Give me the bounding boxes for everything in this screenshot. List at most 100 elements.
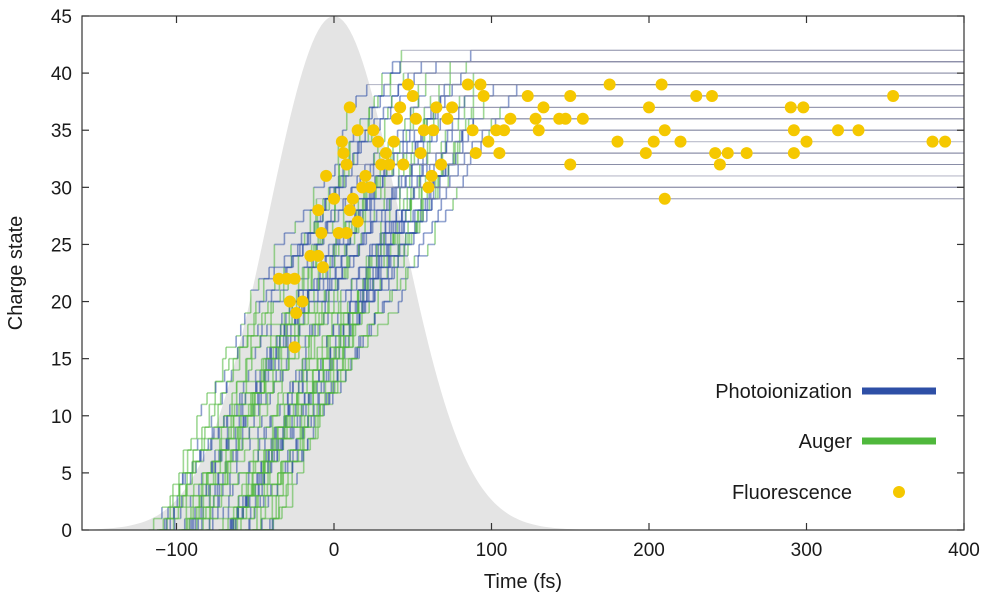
fluorescence-point	[713, 158, 726, 171]
fluorescence-point	[787, 147, 800, 160]
fluorescence-point	[288, 341, 301, 354]
fluorescence-point	[379, 147, 392, 160]
y-tick-label: 15	[51, 350, 72, 371]
fluorescence-point	[387, 135, 400, 148]
fluorescence-point	[939, 135, 952, 148]
y-tick-label: 30	[51, 178, 72, 199]
fluorescence-point	[603, 78, 616, 91]
fluorescence-point	[532, 124, 545, 137]
y-axis-label: Charge state	[5, 216, 27, 331]
fluorescence-points	[272, 78, 952, 354]
fluorescence-point	[740, 147, 753, 160]
fluorescence-point	[504, 112, 517, 125]
fluorescence-point	[422, 181, 435, 194]
fluorescence-point	[316, 261, 329, 274]
fluorescence-point	[852, 124, 865, 137]
fluorescence-point	[639, 147, 652, 160]
fluorescence-point	[351, 215, 364, 228]
fluorescence-point	[498, 124, 511, 137]
fluorescence-point	[474, 78, 487, 91]
fluorescence-point	[690, 89, 703, 102]
y-tick-label: 5	[61, 464, 72, 485]
fluorescence-point	[832, 124, 844, 137]
fluorescence-point	[709, 147, 722, 160]
fluorescence-point	[372, 135, 385, 148]
fluorescence-point	[409, 112, 422, 125]
y-tick-label: 40	[51, 64, 72, 85]
fluorescence-point	[397, 158, 410, 171]
x-tick-label: 400	[948, 540, 980, 561]
legend-entry: Auger	[799, 431, 936, 453]
fluorescence-point	[446, 101, 459, 114]
fluorescence-point	[312, 249, 325, 262]
fluorescence-point	[315, 227, 328, 240]
fluorescence-point	[340, 158, 353, 171]
fluorescence-point	[290, 306, 303, 319]
fluorescence-point	[351, 124, 364, 137]
y-tick-label: 0	[61, 521, 72, 542]
fluorescence-point	[466, 124, 479, 137]
fluorescence-point	[394, 101, 407, 114]
fluorescence-point	[343, 204, 356, 217]
fluorescence-point	[787, 124, 800, 137]
fluorescence-point	[564, 158, 577, 171]
fluorescence-point	[576, 112, 589, 125]
fluorescence-point	[529, 112, 542, 125]
fluorescence-point	[647, 135, 660, 148]
fluorescence-point	[482, 135, 495, 148]
fluorescence-point	[402, 78, 415, 91]
x-tick-label: −100	[155, 540, 198, 561]
legend-swatch	[893, 486, 905, 498]
fluorescence-point	[435, 158, 448, 171]
axes: −100 0 100 200 300 400 0 5 10 15 20 25 30 35 40 45	[51, 7, 980, 561]
y-tick-label: 20	[51, 293, 72, 314]
fluorescence-point	[658, 192, 671, 205]
fluorescence-point	[559, 112, 572, 125]
fluorescence-point	[643, 101, 655, 114]
fluorescence-point	[887, 89, 900, 102]
fluorescence-point	[564, 89, 577, 102]
fluorescence-point	[335, 135, 348, 148]
fluorescence-point	[721, 147, 734, 160]
fluorescence-point	[340, 227, 353, 240]
legend-entry: Fluorescence	[732, 482, 905, 504]
fluorescence-point	[493, 147, 506, 160]
fluorescence-point	[469, 147, 482, 160]
fluorescence-point	[674, 135, 687, 148]
fluorescence-point	[430, 101, 443, 114]
fluorescence-point	[425, 169, 438, 182]
fluorescence-point	[784, 101, 797, 114]
fluorescence-point	[417, 124, 430, 137]
fluorescence-point	[337, 147, 350, 160]
fluorescence-point	[359, 169, 372, 182]
fluorescence-point	[283, 295, 296, 308]
fluorescence-point	[406, 89, 419, 102]
legend: Photoionization Auger Fluorescence	[715, 381, 936, 504]
x-tick-label: 100	[476, 540, 508, 561]
fluorescence-point	[427, 124, 440, 137]
fluorescence-point	[414, 147, 427, 160]
fluorescence-point	[441, 112, 454, 125]
legend-label: Fluorescence	[732, 482, 852, 504]
fluorescence-point	[346, 192, 359, 205]
trajectory	[206, 152, 964, 530]
fluorescence-point	[312, 204, 325, 217]
x-tick-label: 0	[329, 540, 340, 561]
fluorescence-point	[706, 89, 718, 102]
fluorescence-point	[320, 169, 333, 182]
x-tick-label: 200	[633, 540, 665, 561]
fluorescence-point	[391, 112, 403, 125]
fluorescence-point	[537, 101, 550, 114]
fluorescence-point	[367, 124, 380, 137]
y-tick-label: 10	[51, 407, 72, 428]
plot-frame	[81, 15, 965, 531]
y-tick-label: 45	[51, 7, 72, 28]
y-tick-label: 25	[51, 235, 72, 256]
fluorescence-point	[383, 158, 396, 171]
y-tick-label: 35	[51, 121, 72, 142]
fluorescence-point	[655, 78, 668, 91]
fluorescence-point	[461, 78, 474, 91]
fluorescence-point	[611, 135, 624, 148]
x-tick-label: 300	[791, 540, 823, 561]
